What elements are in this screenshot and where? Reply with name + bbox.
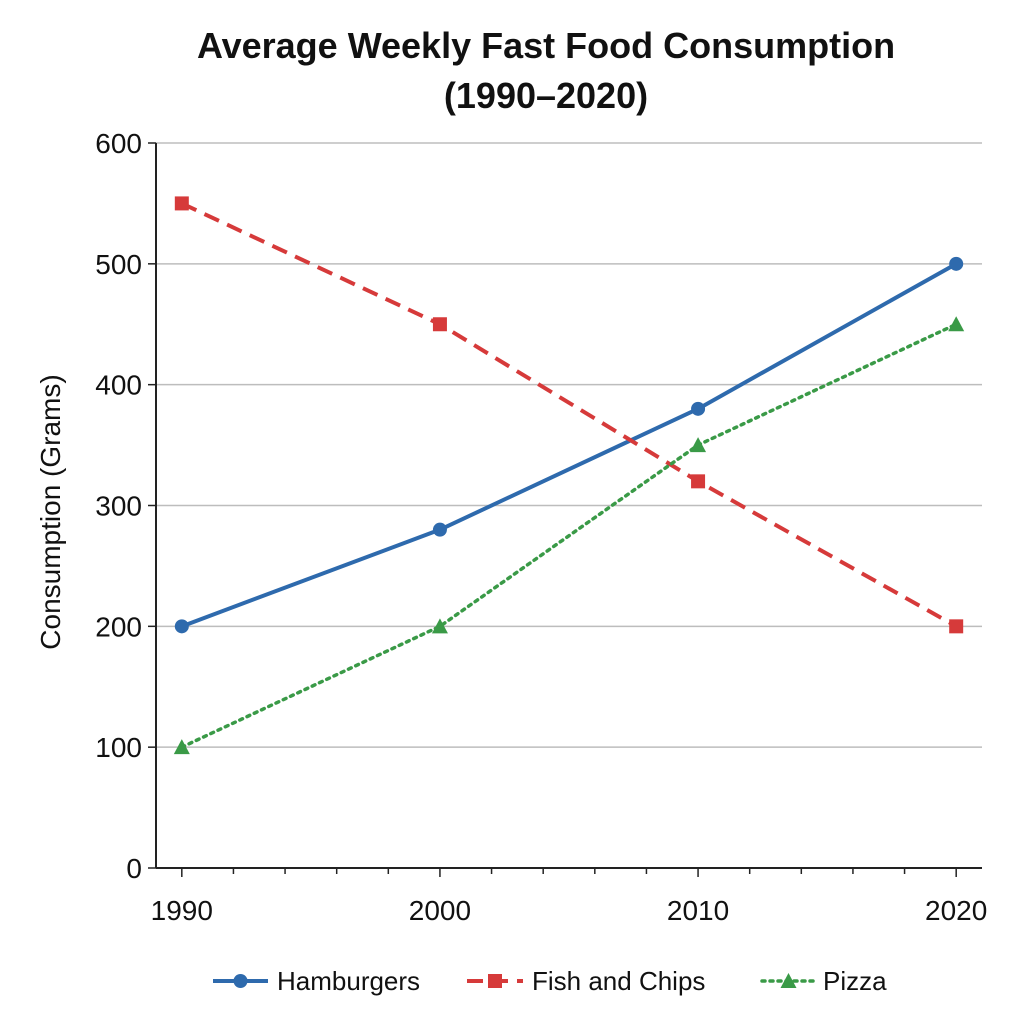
y-tick-label-400: 400 (95, 370, 142, 401)
series-line-pizza (180, 322, 958, 749)
data-point-pizza-2010 (690, 437, 707, 453)
legend-label-hamburgers: Hamburgers (277, 966, 420, 996)
legend-marker-hamburgers (233, 974, 248, 988)
data-point-hamburgers-2020 (949, 256, 964, 271)
data-point-pizza-2020 (948, 316, 965, 332)
data-point-hamburgers-1990 (174, 619, 189, 634)
data-point-hamburgers-2010 (691, 401, 706, 416)
x-axis-ticks: 1990 2000 2010 2020 (151, 868, 987, 926)
gridlines (156, 142, 982, 748)
legend-label-fish-and-chips: Fish and Chips (532, 966, 705, 996)
y-tick-label-500: 500 (95, 249, 142, 280)
legend-item-fish-and-chips: Fish and Chips (467, 966, 705, 996)
x-tick-label-2010: 2010 (667, 895, 729, 926)
legend-marker-fish-and-chips (488, 974, 502, 988)
chart-title-line-2: (1990–2020) (444, 75, 648, 116)
y-tick-label-600: 600 (95, 128, 142, 159)
y-tick-label-0: 0 (126, 853, 142, 884)
series-line-hamburgers (181, 262, 958, 629)
y-axis-ticks: 0 100 200 300 400 500 600 (95, 128, 156, 884)
data-point-fish-and-chips-2010 (691, 474, 706, 489)
series-lines (173, 196, 965, 755)
data-point-hamburgers-2000 (432, 522, 447, 537)
legend-item-pizza: Pizza (760, 966, 887, 996)
data-point-fish-and-chips-2020 (949, 619, 964, 634)
series-line-fish-and-chips (180, 201, 958, 629)
legend-item-hamburgers: Hamburgers (213, 966, 420, 996)
chart-title-line-1: Average Weekly Fast Food Consumption (197, 25, 895, 66)
x-tick-label-1990: 1990 (151, 895, 213, 926)
x-tick-label-2020: 2020 (925, 895, 987, 926)
y-tick-label-300: 300 (95, 491, 142, 522)
y-axis-label: Consumption (Grams) (35, 374, 66, 649)
y-tick-label-200: 200 (95, 611, 142, 642)
data-point-fish-and-chips-2000 (432, 317, 447, 332)
data-point-pizza-1990 (173, 739, 190, 755)
y-tick-label-100: 100 (95, 732, 142, 763)
legend-marker-pizza (780, 973, 797, 988)
data-point-pizza-2000 (431, 618, 448, 634)
data-point-fish-and-chips-1990 (174, 196, 189, 211)
legend: Hamburgers Fish and Chips Pizza (213, 966, 887, 996)
legend-label-pizza: Pizza (823, 966, 887, 996)
x-tick-label-2000: 2000 (409, 895, 471, 926)
